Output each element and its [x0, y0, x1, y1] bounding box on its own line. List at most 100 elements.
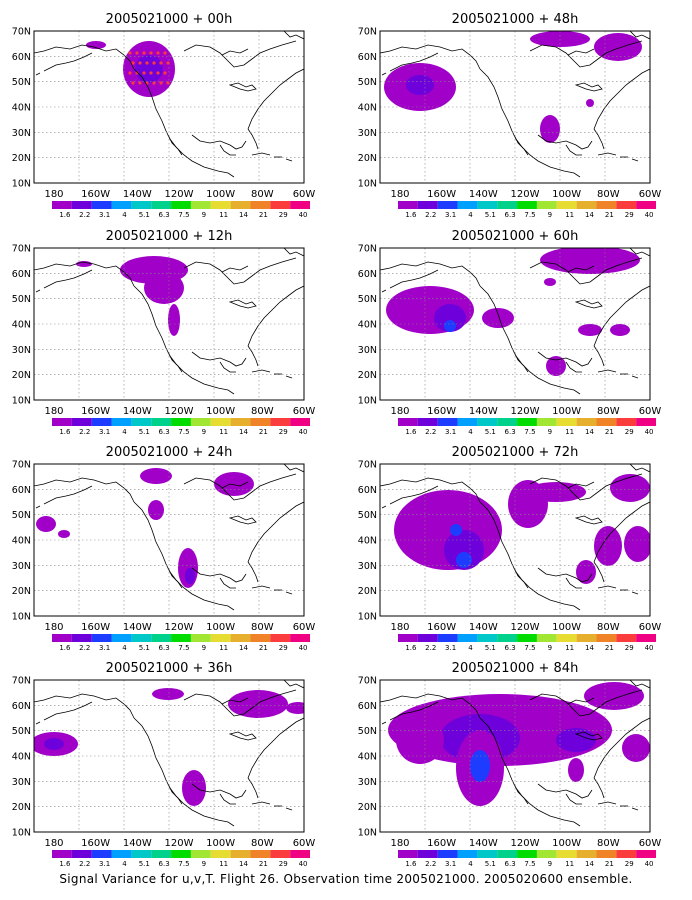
- map-area: [34, 680, 304, 832]
- colorbar-swatch: [151, 201, 172, 209]
- lon-tick-label: 180: [44, 189, 63, 200]
- map-area: [34, 31, 304, 183]
- lon-tick-label: 160W: [427, 406, 456, 417]
- lon-tick-label: 140W: [123, 838, 152, 849]
- lon-tick-label: 160W: [427, 838, 456, 849]
- colorbar-label: 3.1: [99, 860, 110, 868]
- colorbar-label: 7.5: [524, 860, 535, 868]
- map-frame: [379, 30, 651, 184]
- colorbar-swatch: [290, 201, 310, 209]
- lat-tick-label: 40N: [12, 536, 31, 547]
- colorbar-label: 2.2: [425, 644, 436, 652]
- colorbar-swatch: [417, 850, 438, 858]
- colorbar-swatch: [457, 418, 478, 426]
- colorbar-label: 29: [625, 860, 634, 868]
- variance-contour: [540, 115, 560, 143]
- colorbar-label: 11: [219, 644, 228, 652]
- colorbar-swatch: [190, 418, 211, 426]
- observation-marker: [159, 81, 163, 85]
- variance-contour: [396, 716, 444, 764]
- lat-tick-label: 50N: [358, 510, 377, 521]
- colorbar-swatch: [151, 850, 172, 858]
- observation-marker: [149, 51, 153, 55]
- lat-tick-label: 30N: [358, 777, 377, 788]
- lat-tick-label: 20N: [358, 586, 377, 597]
- colorbar-swatch: [437, 850, 458, 858]
- lat-tick-label: 50N: [12, 294, 31, 305]
- colorbar-label: 9: [202, 644, 206, 652]
- lat-tick-label: 30N: [12, 561, 31, 572]
- colorbar-label: 14: [585, 644, 594, 652]
- colorbar-label: 5.1: [485, 428, 496, 436]
- lat-tick-label: 50N: [358, 294, 377, 305]
- colorbar-swatch: [210, 201, 231, 209]
- lat-tick-label: 20N: [12, 802, 31, 813]
- colorbar-swatch: [52, 634, 72, 642]
- colorbar-label: 14: [239, 211, 248, 219]
- colorbar-swatch: [131, 850, 152, 858]
- colorbar-swatch: [517, 418, 537, 426]
- colorbar-swatch: [270, 634, 291, 642]
- colorbar-label: 7.5: [524, 211, 535, 219]
- variance-contour: [44, 738, 64, 750]
- colorbar-label: 6.3: [505, 860, 516, 868]
- colorbar-swatch: [111, 850, 132, 858]
- variance-contour: [168, 304, 180, 336]
- observation-marker: [131, 81, 135, 85]
- map-frame: [379, 463, 651, 617]
- lon-tick-label: 160W: [81, 622, 110, 633]
- colorbar-label: 11: [565, 860, 574, 868]
- colorbar-label: 1.6: [59, 644, 71, 652]
- colorbar-swatch: [477, 634, 498, 642]
- variance-contour: [578, 324, 602, 336]
- lat-tick-label: 20N: [12, 370, 31, 381]
- lon-tick-label: 100W: [206, 189, 235, 200]
- lon-tick-label: 120W: [511, 622, 540, 633]
- colorbar-swatch: [230, 201, 251, 209]
- lon-tick-label: 80W: [597, 622, 620, 633]
- lon-tick-label: 100W: [552, 622, 581, 633]
- lon-tick-label: 100W: [552, 406, 581, 417]
- variance-contour: [140, 468, 172, 484]
- map-panel: 2005021000 + 36h 70N 60N 50N 40N 30N 20N 10N 180…: [12, 661, 316, 868]
- observation-marker: [156, 71, 160, 75]
- lat-tick-label: 70N: [358, 27, 377, 38]
- map-frame: [33, 247, 305, 401]
- colorbar-swatch: [190, 634, 211, 642]
- lon-tick-label: 120W: [165, 189, 194, 200]
- colorbar-label: 11: [219, 428, 228, 436]
- lon-tick-label: 100W: [552, 189, 581, 200]
- colorbar-label: 9: [548, 211, 552, 219]
- lon-tick-label: 160W: [427, 622, 456, 633]
- lat-tick-label: 20N: [12, 153, 31, 164]
- lon-tick-label: 60W: [639, 622, 662, 633]
- colorbar-swatch: [131, 418, 152, 426]
- lat-tick-label: 10N: [12, 612, 31, 623]
- colorbar-label: 2.2: [79, 644, 90, 652]
- lat-tick-label: 70N: [12, 676, 31, 687]
- lon-tick-label: 180: [44, 838, 63, 849]
- lat-tick-label: 50N: [12, 510, 31, 521]
- observation-marker: [131, 61, 135, 65]
- colorbar-swatch: [477, 201, 498, 209]
- colorbar-label: 29: [279, 644, 288, 652]
- colorbar-swatch: [131, 634, 152, 642]
- lat-tick-label: 60N: [12, 269, 31, 280]
- colorbar-swatch: [636, 634, 656, 642]
- lat-tick-label: 20N: [358, 153, 377, 164]
- colorbar-swatch: [536, 201, 557, 209]
- observation-marker: [128, 71, 132, 75]
- colorbar-swatch: [190, 201, 211, 209]
- colorbar-swatch: [111, 418, 132, 426]
- map-area: [380, 31, 650, 183]
- variance-contour: [152, 688, 184, 700]
- panel-title: 2005021000 + 48h: [452, 12, 579, 27]
- lon-tick-label: 80W: [251, 406, 274, 417]
- colorbar-swatch: [230, 850, 251, 858]
- lon-tick-label: 180: [390, 838, 409, 849]
- colorbar-swatch: [457, 201, 478, 209]
- lat-tick-label: 30N: [12, 128, 31, 139]
- lon-tick-label: 60W: [293, 622, 316, 633]
- lat-tick-label: 30N: [358, 345, 377, 356]
